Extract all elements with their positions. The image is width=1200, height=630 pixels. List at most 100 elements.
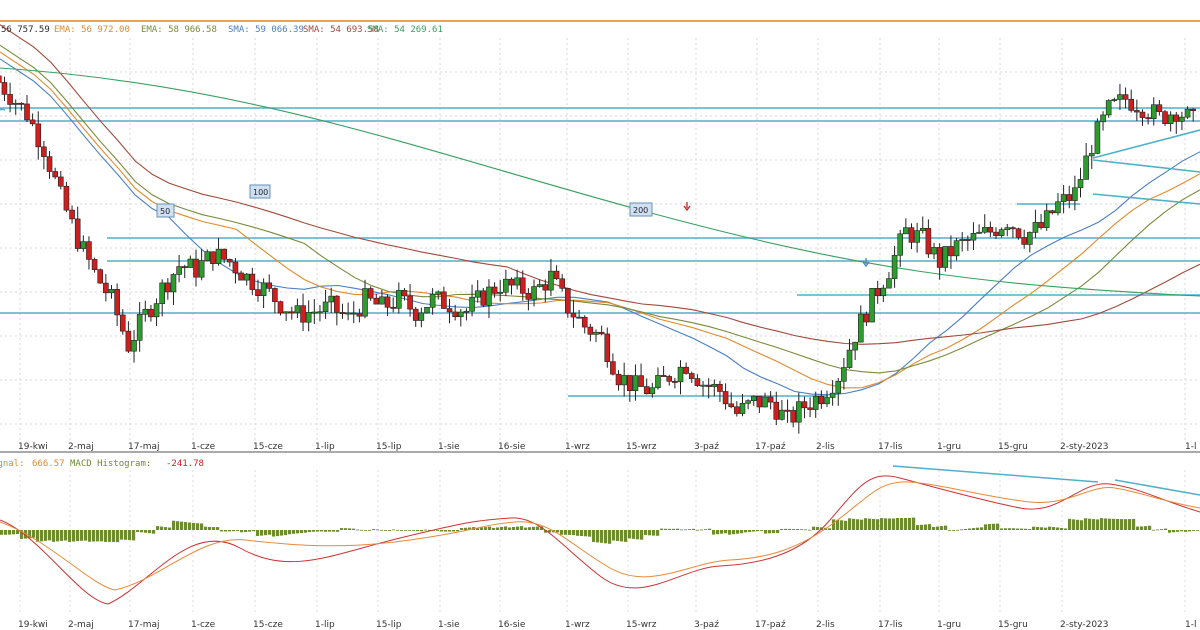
macd-histogram-bar bbox=[276, 530, 280, 537]
macd-histogram-bar bbox=[68, 530, 72, 542]
window-top-bar bbox=[0, 0, 1200, 22]
macd-histogram-bar bbox=[140, 530, 144, 533]
macd-histogram-bar bbox=[884, 518, 888, 530]
x-tick-label: 15-gru bbox=[998, 442, 1028, 452]
candle-body bbox=[767, 396, 774, 403]
macd-histogram-bar bbox=[784, 528, 788, 530]
candle-body bbox=[841, 367, 847, 382]
candle-body bbox=[463, 310, 470, 313]
macd-histogram-bar bbox=[216, 527, 220, 530]
candle-body bbox=[1122, 94, 1129, 100]
macd-histogram-bar bbox=[1008, 528, 1012, 530]
macd-histogram-bar bbox=[772, 530, 776, 534]
macd-histogram-bar bbox=[1188, 530, 1192, 532]
macd-histogram-bar bbox=[1100, 518, 1104, 530]
macd-trend-line bbox=[892, 465, 1099, 483]
x-tick-label: 2-lis bbox=[816, 620, 835, 630]
candle-body bbox=[790, 410, 796, 423]
candle-body bbox=[249, 273, 256, 290]
candle-body bbox=[1049, 210, 1056, 214]
macd-histogram-bar bbox=[768, 530, 772, 534]
macd-histogram-bar bbox=[560, 530, 564, 535]
macd-histogram-bar bbox=[28, 530, 32, 539]
candle-body bbox=[593, 331, 599, 335]
macd-histogram-bar bbox=[400, 530, 404, 531]
candle-body bbox=[987, 227, 994, 233]
macd-histogram-bar bbox=[764, 530, 768, 534]
candle-body bbox=[1094, 121, 1101, 154]
candle-body bbox=[457, 311, 464, 318]
candle-body bbox=[396, 290, 402, 309]
macd-histogram-bar bbox=[652, 530, 656, 536]
macd-histogram-bar bbox=[324, 530, 328, 532]
macd-histogram-bar bbox=[356, 529, 360, 531]
candle-body bbox=[97, 269, 104, 284]
candle-body bbox=[80, 241, 87, 249]
macd-histogram-bar bbox=[72, 530, 76, 542]
macd-histogram-bar bbox=[1064, 528, 1068, 530]
x-tick-label: 17-lis bbox=[878, 620, 903, 630]
candle-body bbox=[1072, 187, 1078, 201]
candle-body bbox=[1083, 155, 1089, 180]
x-tick-label: 19-kwi bbox=[18, 620, 48, 630]
macd-histogram-bar bbox=[1024, 528, 1028, 530]
macd-histogram-bar bbox=[500, 526, 504, 530]
candle-body bbox=[418, 312, 425, 321]
candle-body bbox=[762, 396, 768, 408]
macd-histogram-bar bbox=[64, 530, 68, 541]
macd-histogram-bar bbox=[1136, 526, 1140, 530]
macd-histogram-bar bbox=[980, 527, 984, 530]
macd-histogram-bar bbox=[600, 530, 604, 543]
macd-histogram-bar bbox=[236, 530, 240, 531]
candle-body bbox=[683, 366, 689, 374]
candle-body bbox=[649, 387, 656, 395]
x-tick-label: 16-sie bbox=[498, 442, 526, 452]
candle-body bbox=[728, 403, 735, 408]
ma-tag-200-label: 200 bbox=[633, 206, 648, 215]
candle-body bbox=[24, 103, 30, 121]
macd-histogram-bar bbox=[936, 526, 940, 530]
candle-body bbox=[379, 296, 385, 305]
macd-histogram-bar bbox=[984, 524, 988, 530]
macd-histogram-bar bbox=[1172, 530, 1176, 533]
candle-body bbox=[1, 82, 8, 95]
candle-body bbox=[824, 397, 830, 405]
macd-histogram-bar bbox=[464, 527, 468, 530]
x-tick-label: 15-wrz bbox=[626, 620, 657, 630]
candle-body bbox=[1100, 114, 1106, 123]
macd-histogram-bar bbox=[100, 530, 104, 542]
macd-histogram-bar bbox=[48, 530, 52, 541]
candle-body bbox=[1010, 227, 1016, 230]
macd-histogram-bar bbox=[196, 523, 200, 530]
candle-body bbox=[412, 308, 419, 321]
macd-histogram-bar bbox=[52, 530, 56, 542]
candle-body bbox=[525, 293, 532, 300]
indicator-readout-row: 56 757.59 EMA: 56 972.00 EMA: 58 966.58 … bbox=[1, 25, 443, 35]
candle-body bbox=[193, 258, 199, 278]
macd-histogram-bar bbox=[612, 530, 616, 541]
macd-histogram-bar bbox=[108, 530, 112, 542]
macd-histogram-bar bbox=[1156, 529, 1160, 531]
candle-body bbox=[311, 311, 318, 314]
macd-histogram-bar bbox=[360, 529, 364, 531]
ma-tag-100: 100 bbox=[249, 184, 271, 199]
candle-body bbox=[998, 229, 1005, 236]
candle-body bbox=[677, 366, 684, 383]
x-tick-label: 15-lip bbox=[376, 442, 402, 452]
macd-histogram-bar bbox=[528, 527, 532, 530]
x-tick-label: 17-paź bbox=[755, 442, 786, 452]
candle-body bbox=[874, 288, 881, 297]
macd-histogram-bar bbox=[192, 522, 196, 530]
macd-histogram-bar bbox=[648, 530, 652, 536]
candle-body bbox=[796, 401, 802, 423]
candle-body bbox=[52, 171, 58, 178]
candle-body bbox=[1190, 108, 1196, 111]
macd-histogram-bar bbox=[56, 530, 60, 542]
candle-body bbox=[722, 391, 729, 405]
candle-body bbox=[553, 270, 560, 280]
macd-histogram-bar bbox=[164, 527, 168, 530]
candle-body bbox=[627, 375, 633, 391]
macd-histogram-bar bbox=[696, 529, 700, 531]
macd-histogram-bar bbox=[1076, 519, 1080, 530]
